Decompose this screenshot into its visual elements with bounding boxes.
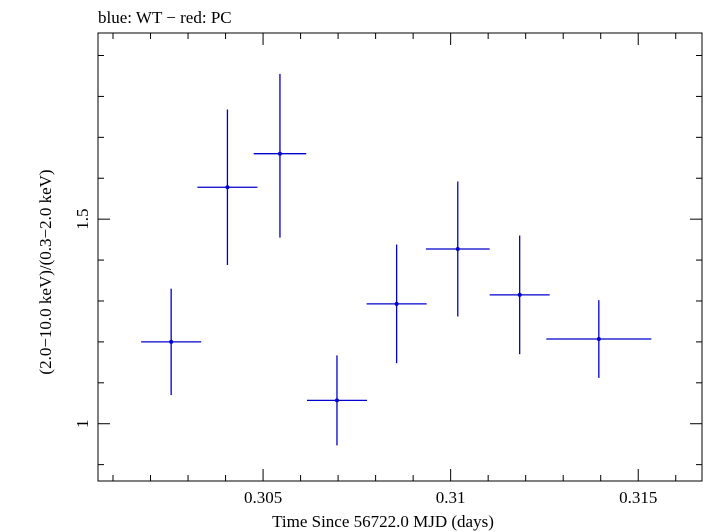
- data-point: [169, 339, 174, 344]
- data-point: [277, 151, 282, 156]
- data-point: [394, 301, 399, 306]
- x-tick-label: 0.31: [436, 488, 466, 507]
- x-axis-label: Time Since 56722.0 MJD (days): [272, 512, 494, 531]
- y-tick-label: 1.5: [73, 209, 92, 230]
- y-tick-label: 1: [73, 419, 92, 428]
- series-wt: [141, 73, 652, 446]
- chart-title: blue: WT − red: PC: [98, 8, 232, 27]
- plot-frame: [97, 32, 703, 482]
- data-point: [225, 185, 230, 190]
- data-point: [455, 247, 460, 252]
- y-axis-label: (2.0−10.0 keV)/(0.3−2.0 keV): [36, 169, 55, 374]
- data-point: [334, 398, 339, 403]
- tick-labels: 0.305 0.31 0.315 1 1.5: [73, 209, 657, 507]
- x-tick-label: 0.315: [619, 488, 657, 507]
- data-marks: [141, 73, 652, 446]
- axis-ticks: [98, 33, 702, 481]
- x-tick-label: 0.305: [244, 488, 282, 507]
- data-point: [517, 292, 522, 297]
- data-point: [596, 337, 601, 342]
